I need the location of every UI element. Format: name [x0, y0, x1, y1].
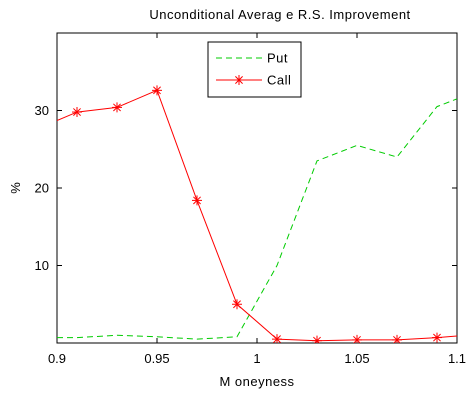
y-axis: 10 20 30 — [35, 103, 457, 273]
x-tick-label: 1 — [253, 351, 260, 366]
x-axis-label: M oneyness — [219, 374, 294, 389]
legend-label-call: Call — [267, 73, 291, 88]
x-tick-label: 0.95 — [144, 351, 169, 366]
x-tick-label: 1.05 — [344, 351, 369, 366]
marker-stroke — [113, 103, 121, 112]
data-point-call — [232, 299, 242, 310]
marker-stroke — [273, 335, 281, 343]
marker-stroke — [235, 76, 243, 84]
series-layer — [57, 85, 457, 343]
marker-stroke — [233, 300, 241, 309]
series-line-call — [57, 89, 457, 342]
legend-marker-call — [234, 75, 244, 85]
data-point-call — [432, 332, 442, 343]
series-line-put — [57, 98, 457, 340]
series-call — [57, 85, 457, 343]
legend: Put Call — [207, 41, 302, 98]
data-point-call — [112, 102, 122, 113]
x-tick-label: 0.9 — [48, 351, 66, 366]
y-tick-label: 30 — [35, 103, 49, 118]
legend-box — [207, 41, 302, 98]
data-point-call — [152, 85, 162, 96]
marker-stroke — [353, 335, 361, 343]
data-point-call — [312, 335, 322, 343]
chart-title: Unconditional Averag e R.S. Improvement — [149, 7, 410, 22]
y-tick-label: 20 — [35, 181, 49, 196]
marker-stroke — [433, 333, 441, 342]
marker-stroke — [313, 336, 321, 343]
marker-stroke — [73, 108, 81, 117]
data-point-call — [392, 334, 402, 343]
marker-stroke — [393, 335, 401, 343]
data-point-call — [72, 107, 82, 118]
data-point-call — [192, 195, 202, 206]
marker-stroke — [193, 196, 201, 205]
data-point-call — [272, 334, 282, 343]
data-point-call — [352, 334, 362, 343]
marker-stroke — [153, 86, 161, 95]
legend-label-put: Put — [267, 51, 288, 66]
y-axis-label: % — [8, 182, 23, 194]
x-tick-label: 1.1 — [448, 351, 466, 366]
y-tick-label: 10 — [35, 258, 49, 273]
series-put — [57, 98, 457, 340]
